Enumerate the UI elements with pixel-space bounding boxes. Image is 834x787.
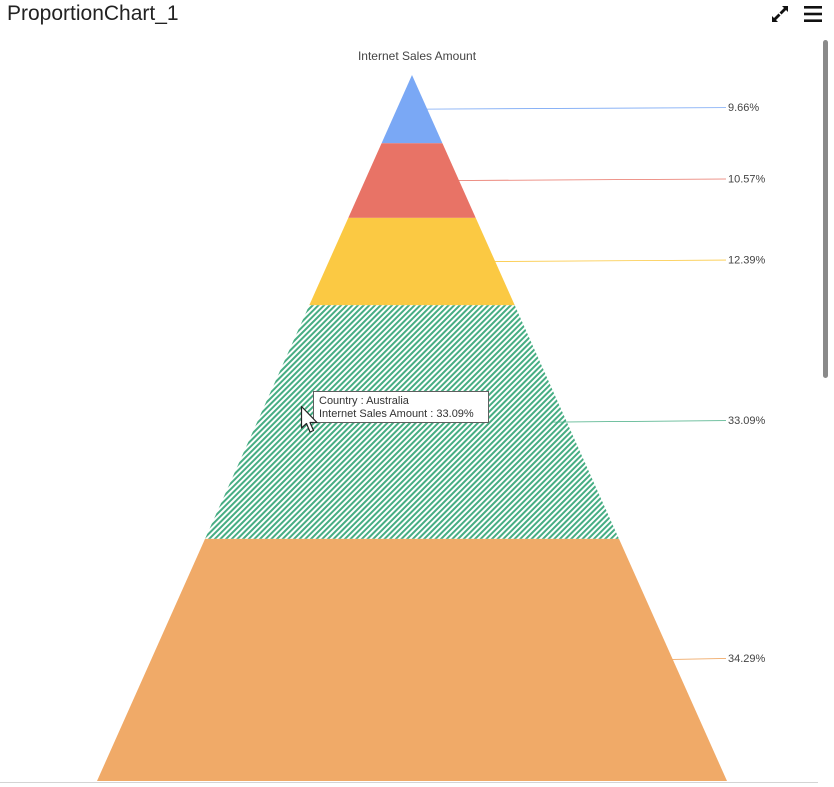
pyramid-segment-3[interactable] <box>309 217 515 306</box>
connector-line-5 <box>646 658 727 661</box>
data-label-4: 33.09% <box>728 415 766 427</box>
connector-line-1 <box>425 107 727 110</box>
data-label-1: 9.66% <box>728 102 759 114</box>
expand-icon[interactable] <box>768 2 792 26</box>
chart-tooltip: Country : Australia Internet Sales Amoun… <box>313 391 489 423</box>
connector-line-3 <box>486 259 727 262</box>
hamburger-menu-icon[interactable] <box>801 2 825 26</box>
data-label-2: 10.57% <box>728 174 766 186</box>
chart-title: Internet Sales Amount <box>358 49 477 63</box>
widget-title: ProportionChart_1 <box>7 2 179 25</box>
data-label-5: 34.29% <box>728 653 766 665</box>
bottom-divider <box>0 782 818 783</box>
tooltip-line-country: Country : Australia <box>319 395 409 407</box>
tooltip-line-value: Internet Sales Amount : 33.09% <box>319 408 474 420</box>
pyramid-segment-2[interactable] <box>348 143 476 218</box>
scrollbar-thumb[interactable] <box>823 40 828 378</box>
data-label-3: 12.39% <box>728 255 766 267</box>
pyramid-segment-5[interactable] <box>97 538 727 781</box>
vertical-scrollbar[interactable] <box>821 40 830 780</box>
mouse-cursor-icon <box>300 405 322 435</box>
widget-header: ProportionChart_1 <box>0 0 834 30</box>
pyramid-segment-1[interactable] <box>381 75 443 144</box>
connector-line-2 <box>454 178 727 181</box>
connector-line-4 <box>551 420 727 423</box>
